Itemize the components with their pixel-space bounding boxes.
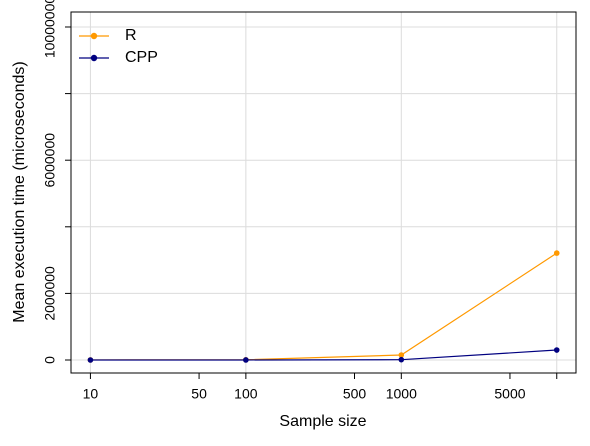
x-tick-label: 50 (191, 386, 207, 402)
data-point (398, 352, 405, 358)
data-point (398, 356, 405, 363)
y-tick-label: 10000000 (42, 0, 58, 58)
y-tick-label: 2000000 (42, 266, 58, 321)
data-point (553, 250, 560, 256)
x-tick-label: 1000 (386, 386, 417, 402)
x-tick-label: 5000 (494, 386, 525, 402)
data-point (553, 347, 560, 353)
x-axis-label: Sample size (279, 413, 366, 430)
legend-label: R (125, 27, 137, 44)
y-tick-label: 0 (42, 356, 58, 364)
data-point (243, 357, 249, 363)
y-tick-label: 6000000 (42, 133, 58, 188)
x-tick-label: 500 (343, 386, 367, 402)
plot-frame (70, 11, 577, 374)
legend-marker (90, 54, 98, 62)
x-tick-label: 100 (234, 386, 258, 402)
legend-label: CPP (125, 49, 158, 66)
y-axis-label: Mean execution time (microseconds) (11, 61, 28, 322)
series-line (90, 349, 557, 361)
x-tick-label: 10 (83, 386, 99, 402)
legend-marker (90, 32, 98, 40)
data-point (87, 357, 94, 363)
